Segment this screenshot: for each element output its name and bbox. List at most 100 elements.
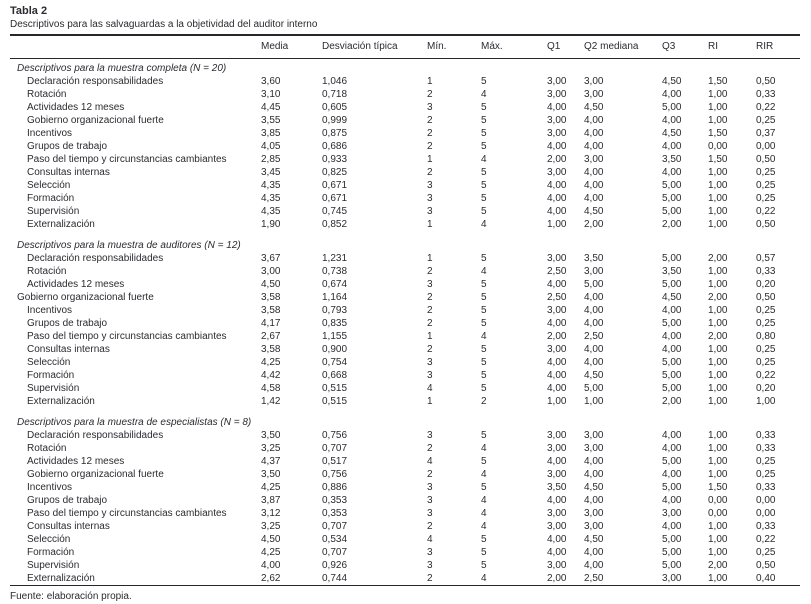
cell-max: 5 <box>481 128 487 139</box>
cell-min: 2 <box>427 305 433 316</box>
cell-q2-mediana: 1,00 <box>584 396 604 407</box>
cell-ri: 2,00 <box>708 560 728 571</box>
cell-ri: 1,00 <box>708 456 728 467</box>
cell-min: 4 <box>427 383 433 394</box>
column-header-max: Máx. <box>481 35 547 59</box>
cell-max: 4 <box>481 266 487 277</box>
cell-media: 4,50 <box>261 279 281 290</box>
cell-min: 2 <box>427 115 433 126</box>
row-label: Grupos de trabajo <box>27 141 108 152</box>
cell-min: 2 <box>427 344 433 355</box>
cell-q2-mediana: 4,50 <box>584 534 604 545</box>
cell-max: 5 <box>481 534 487 545</box>
cell-desv-tipica: 0,886 <box>322 482 348 493</box>
cell-q1: 3,00 <box>547 430 567 441</box>
table-row: Externalización 2,62 0,744 2 4 2,00 2,50 3,00 1,… <box>10 572 800 586</box>
table-row: Incentivos 3,85 0,875 2 5 3,00 4,00 4,50 1,50 0,3… <box>10 127 800 140</box>
cell-max: 5 <box>481 102 487 113</box>
cell-rir: 0,25 <box>756 456 776 467</box>
cell-q3: 5,00 <box>662 560 682 571</box>
cell-max: 5 <box>481 370 487 381</box>
table-row: Selección 4,35 0,671 3 5 4,00 4,00 5,00 1,00 0,25 <box>10 179 800 192</box>
table-row: Externalización 1,90 0,852 1 4 1,00 2,00 2,00 1,… <box>10 218 800 231</box>
cell-q2-mediana: 4,00 <box>584 318 604 329</box>
cell-desv-tipica: 1,155 <box>322 331 348 342</box>
cell-max: 5 <box>481 482 487 493</box>
cell-q3: 4,00 <box>662 89 682 100</box>
cell-q2-mediana: 4,00 <box>584 357 604 368</box>
cell-desv-tipica: 0,756 <box>322 469 348 480</box>
cell-max: 5 <box>481 318 487 329</box>
cell-min: 4 <box>427 534 433 545</box>
cell-q3: 5,00 <box>662 193 682 204</box>
cell-rir: 0,25 <box>756 344 776 355</box>
row-label: Declaración responsabilidades <box>27 253 164 264</box>
table-row: Rotación 3,00 0,738 2 4 2,50 3,00 3,50 1,00 0,33 <box>10 265 800 278</box>
cell-desv-tipica: 0,835 <box>322 318 348 329</box>
cell-ri: 1,50 <box>708 154 728 165</box>
table-row: Selección 4,50 0,534 4 5 4,00 4,50 5,00 1,00 0,22 <box>10 533 800 546</box>
cell-q1: 4,00 <box>547 495 567 506</box>
row-label: Consultas internas <box>27 167 110 178</box>
cell-rir: 0,20 <box>756 383 776 394</box>
cell-q2-mediana: 4,50 <box>584 482 604 493</box>
cell-q2-mediana: 2,00 <box>584 219 604 230</box>
cell-rir: 0,37 <box>756 128 776 139</box>
cell-q1: 4,00 <box>547 383 567 394</box>
cell-min: 1 <box>427 396 433 407</box>
cell-ri: 1,00 <box>708 318 728 329</box>
cell-q2-mediana: 4,00 <box>584 495 604 506</box>
cell-q3: 5,00 <box>662 253 682 264</box>
cell-q3: 5,00 <box>662 370 682 381</box>
cell-media: 3,55 <box>261 115 281 126</box>
cell-ri: 1,50 <box>708 76 728 87</box>
cell-q3: 3,00 <box>662 508 682 519</box>
cell-max: 4 <box>481 89 487 100</box>
cell-q3: 5,00 <box>662 102 682 113</box>
cell-media: 3,00 <box>261 266 281 277</box>
row-label: Paso del tiempo y circunstancias cambian… <box>27 508 227 519</box>
cell-media: 2,62 <box>261 573 281 584</box>
column-header-q3: Q3 <box>662 35 708 59</box>
cell-max: 4 <box>481 331 487 342</box>
cell-desv-tipica: 0,353 <box>322 495 348 506</box>
cell-min: 2 <box>427 266 433 277</box>
table-row: Consultas internas 3,25 0,707 2 4 3,00 3,00 4,0… <box>10 520 800 533</box>
cell-q3: 5,00 <box>662 206 682 217</box>
cell-media: 2,67 <box>261 331 281 342</box>
row-label: Supervisión <box>27 206 80 217</box>
cell-desv-tipica: 0,718 <box>322 89 348 100</box>
row-label: Consultas internas <box>27 521 110 532</box>
cell-media: 3,87 <box>261 495 281 506</box>
cell-max: 5 <box>481 305 487 316</box>
cell-ri: 1,00 <box>708 469 728 480</box>
cell-max: 4 <box>481 573 487 584</box>
row-label: Incentivos <box>27 305 73 316</box>
cell-media: 4,17 <box>261 318 281 329</box>
cell-q3: 4,50 <box>662 76 682 87</box>
cell-rir: 0,50 <box>756 560 776 571</box>
cell-q2-mediana: 3,00 <box>584 508 604 519</box>
cell-q1: 4,00 <box>547 279 567 290</box>
table-row: Gobierno organizacional fuerte 3,55 0,999 2… <box>10 114 800 127</box>
cell-ri: 1,50 <box>708 482 728 493</box>
table-row: Externalización 1,42 0,515 1 2 1,00 1,00 2,00 1,… <box>10 395 800 408</box>
cell-desv-tipica: 0,517 <box>322 456 348 467</box>
cell-media: 3,58 <box>261 344 281 355</box>
cell-media: 4,35 <box>261 180 281 191</box>
cell-min: 2 <box>427 167 433 178</box>
cell-rir: 0,25 <box>756 193 776 204</box>
cell-ri: 1,00 <box>708 573 728 584</box>
cell-max: 4 <box>481 508 487 519</box>
cell-q1: 2,50 <box>547 266 567 277</box>
table-row: Paso del tiempo y circunstancias cambian… <box>10 507 800 520</box>
cell-min: 3 <box>427 482 433 493</box>
table-row: Declaración responsabilidades 3,67 1,231 1 5… <box>10 252 800 265</box>
cell-min: 3 <box>427 370 433 381</box>
section-header: Descriptivos para la muestra completa (N… <box>17 63 227 74</box>
cell-desv-tipica: 0,754 <box>322 357 348 368</box>
cell-max: 4 <box>481 469 487 480</box>
cell-q1: 4,00 <box>547 102 567 113</box>
cell-ri: 1,00 <box>708 279 728 290</box>
row-label: Grupos de trabajo <box>27 495 108 506</box>
